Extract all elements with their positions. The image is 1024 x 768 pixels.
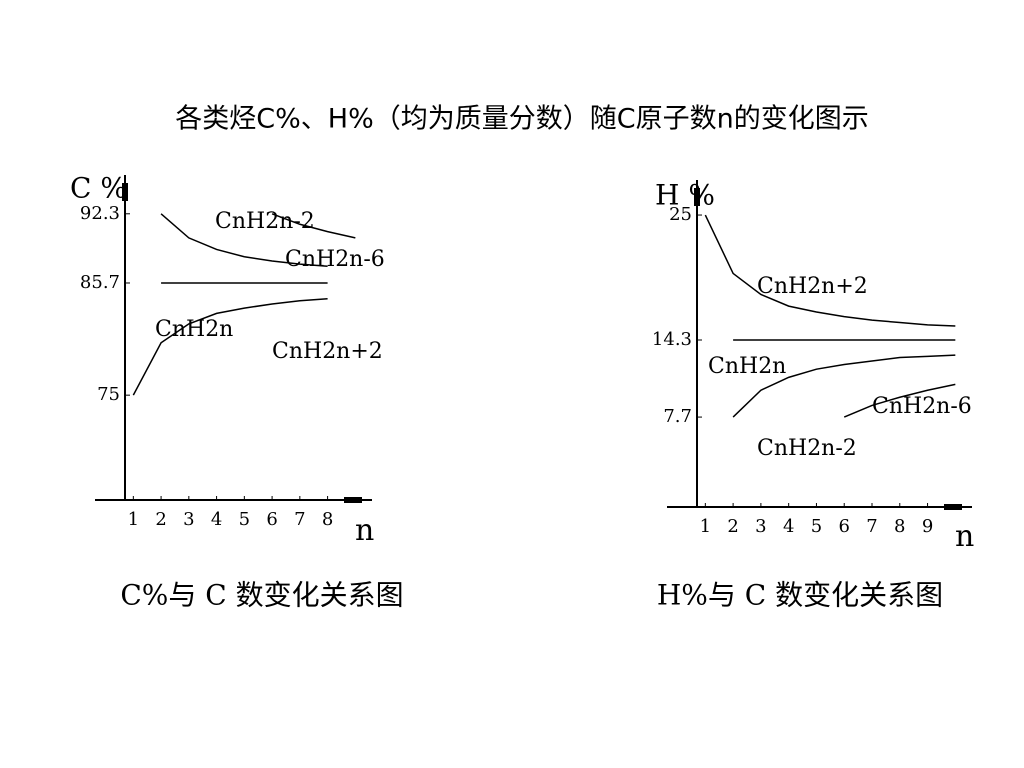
y-tick-label: 75 xyxy=(97,384,120,405)
x-tick-label: 7 xyxy=(294,509,305,530)
x-tick-label: 9 xyxy=(922,516,933,537)
y-tick-label: 25 xyxy=(669,204,692,225)
x-tick-label: 7 xyxy=(866,516,877,537)
x-tick-label: 5 xyxy=(239,509,250,530)
x-tick-label: 3 xyxy=(183,509,194,530)
series-label: CnH2n-6 xyxy=(285,247,385,272)
series-label: CnH2n-2 xyxy=(757,436,857,461)
series-line xyxy=(271,213,356,239)
x-tick-label: 8 xyxy=(894,516,905,537)
series-line xyxy=(132,297,328,396)
y-tick-label: 92.3 xyxy=(80,203,120,224)
y-tick-label: 14.3 xyxy=(652,329,692,350)
y-arrow xyxy=(122,183,128,201)
x-tick-label: 6 xyxy=(838,516,849,537)
x-tick-label: 5 xyxy=(811,516,822,537)
series-line xyxy=(704,214,956,327)
x-arrow xyxy=(944,504,962,510)
y-axis-label: H % xyxy=(655,179,715,212)
x-tick-label: 3 xyxy=(755,516,766,537)
x-tick-label: 1 xyxy=(128,509,139,530)
page-title: 各类烃C%、H%（均为质量分数）随C原子数n的变化图示 xyxy=(175,104,868,135)
x-axis-label: n xyxy=(355,513,374,548)
chart-subtitle: H%与 C 数变化关系图 xyxy=(657,579,943,612)
x-tick-label: 4 xyxy=(211,509,222,530)
series-line xyxy=(160,213,328,267)
chart-subtitle: C%与 C 数变化关系图 xyxy=(120,579,403,612)
x-tick-label: 6 xyxy=(266,509,277,530)
series-label: CnH2n-6 xyxy=(872,394,972,419)
series-label: CnH2n+2 xyxy=(757,274,868,299)
x-tick-label: 1 xyxy=(700,516,711,537)
series-line xyxy=(732,354,956,418)
y-axis-label: C % xyxy=(70,172,127,205)
y-tick-label: 7.7 xyxy=(663,406,692,427)
series-label: CnH2n+2 xyxy=(272,339,383,364)
series-label: CnH2n xyxy=(708,354,786,379)
series-label: CnH2n-2 xyxy=(215,209,315,234)
x-tick-label: 2 xyxy=(155,509,166,530)
x-tick-label: 4 xyxy=(783,516,794,537)
y-arrow xyxy=(694,188,700,206)
y-tick-label: 85.7 xyxy=(80,272,120,293)
x-tick-label: 2 xyxy=(727,516,738,537)
x-axis-label: n xyxy=(955,519,974,554)
x-arrow xyxy=(344,497,362,503)
x-tick-label: 8 xyxy=(322,509,333,530)
series-line xyxy=(843,383,956,418)
